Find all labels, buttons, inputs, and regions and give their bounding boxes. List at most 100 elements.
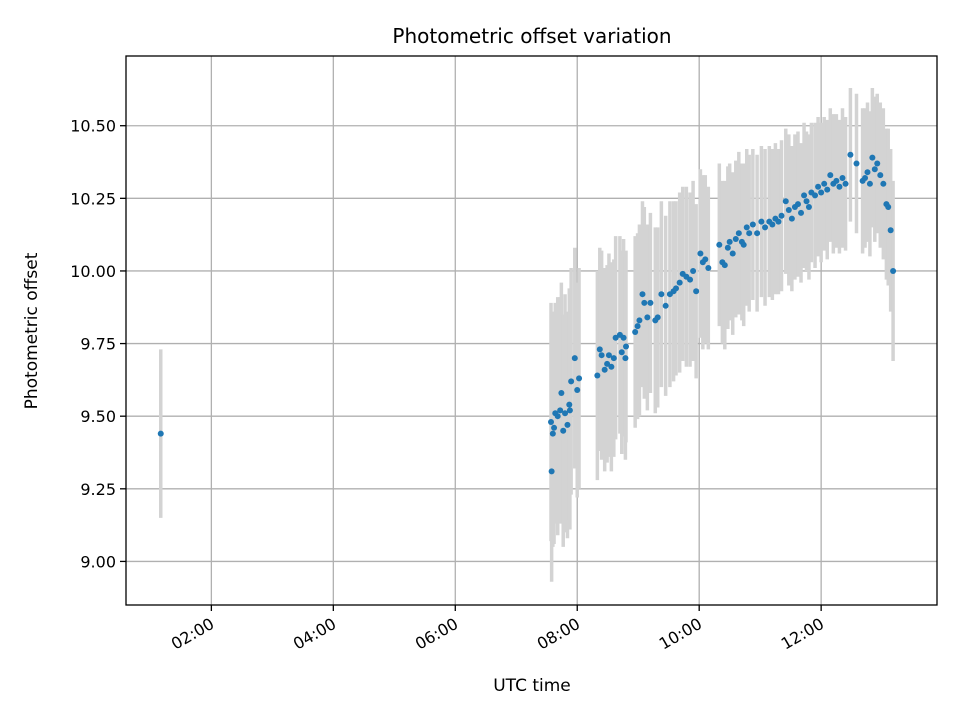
data-point xyxy=(782,198,789,205)
data-point xyxy=(647,299,654,306)
y-tick-label: 10.50 xyxy=(70,117,116,136)
data-point xyxy=(641,299,648,306)
data-point xyxy=(798,209,805,216)
data-point xyxy=(821,180,828,187)
data-point xyxy=(839,175,846,181)
data-point xyxy=(885,204,892,211)
data-point xyxy=(639,291,646,298)
data-point xyxy=(874,160,881,167)
data-point xyxy=(803,198,810,205)
data-point xyxy=(560,427,567,434)
data-point xyxy=(554,413,561,420)
data-point xyxy=(549,430,556,437)
data-point xyxy=(658,291,665,298)
data-point xyxy=(827,172,834,179)
data-point xyxy=(596,346,603,353)
x-axis-label: UTC time xyxy=(493,676,571,696)
data-point xyxy=(566,401,573,408)
y-axis: 9.00 9.25 9.50 9.75 10.00 10.25 10.50 xyxy=(70,117,126,571)
data-point xyxy=(654,314,661,321)
data-point xyxy=(775,218,782,225)
data-point xyxy=(594,372,601,379)
data-point xyxy=(842,180,849,187)
y-tick-label: 9.25 xyxy=(80,480,116,499)
data-point xyxy=(612,334,619,341)
data-point xyxy=(604,360,611,367)
y-axis-label: Photometric offset xyxy=(22,252,42,409)
data-point xyxy=(880,180,887,187)
data-point xyxy=(601,366,608,373)
data-point xyxy=(732,236,739,242)
data-point xyxy=(724,244,731,251)
data-point xyxy=(558,389,565,396)
data-point xyxy=(818,189,825,196)
data-point xyxy=(729,250,736,257)
data-point xyxy=(746,230,753,237)
chart-title: Photometric offset variation xyxy=(392,24,671,48)
data-point xyxy=(887,227,894,234)
data-point xyxy=(864,169,871,176)
data-point xyxy=(632,328,639,335)
data-point xyxy=(702,256,709,263)
data-point xyxy=(769,221,776,228)
data-point xyxy=(815,183,822,190)
data-point xyxy=(847,151,854,158)
data-point xyxy=(833,177,840,184)
data-point xyxy=(721,262,728,269)
data-point xyxy=(778,212,785,219)
data-point xyxy=(566,407,573,414)
y-tick-label: 10.25 xyxy=(70,189,116,208)
data-point xyxy=(564,421,571,428)
data-point xyxy=(548,419,555,425)
data-point xyxy=(157,430,164,437)
data-point xyxy=(551,424,558,431)
data-point xyxy=(687,276,694,283)
data-point xyxy=(697,250,704,257)
data-point xyxy=(676,279,683,286)
data-point xyxy=(634,323,641,330)
y-tick-label: 9.75 xyxy=(80,335,116,354)
data-point xyxy=(735,230,742,237)
data-point xyxy=(853,160,860,167)
data-point xyxy=(548,468,555,475)
data-point xyxy=(866,180,873,187)
data-point xyxy=(705,265,712,272)
data-point xyxy=(754,230,761,237)
data-point xyxy=(608,363,615,370)
data-point xyxy=(623,343,630,350)
data-point xyxy=(805,204,812,211)
data-point xyxy=(673,285,680,292)
data-point xyxy=(869,154,876,161)
data-points xyxy=(157,151,897,475)
data-point xyxy=(740,241,747,248)
data-point xyxy=(574,387,581,394)
y-tick-label: 10.00 xyxy=(70,262,116,281)
data-point xyxy=(693,288,700,295)
data-point xyxy=(801,192,808,199)
data-point xyxy=(562,410,569,417)
data-point xyxy=(762,224,769,231)
data-point xyxy=(716,241,723,248)
data-point xyxy=(690,267,697,274)
y-tick-label: 9.50 xyxy=(80,407,116,426)
data-point xyxy=(749,221,756,228)
data-point xyxy=(605,352,612,359)
data-point xyxy=(726,238,733,245)
data-point xyxy=(576,375,583,382)
data-point xyxy=(571,355,578,362)
data-point xyxy=(568,378,575,385)
data-point xyxy=(824,186,831,193)
data-point xyxy=(622,355,629,362)
data-point xyxy=(610,355,617,362)
data-point xyxy=(877,172,884,179)
data-point xyxy=(785,206,792,213)
data-point xyxy=(788,215,795,222)
data-point xyxy=(557,407,564,414)
y-tick-label: 9.00 xyxy=(80,552,116,571)
data-point xyxy=(812,192,819,199)
data-point xyxy=(890,267,897,274)
data-point xyxy=(618,349,625,356)
data-point xyxy=(662,302,669,309)
